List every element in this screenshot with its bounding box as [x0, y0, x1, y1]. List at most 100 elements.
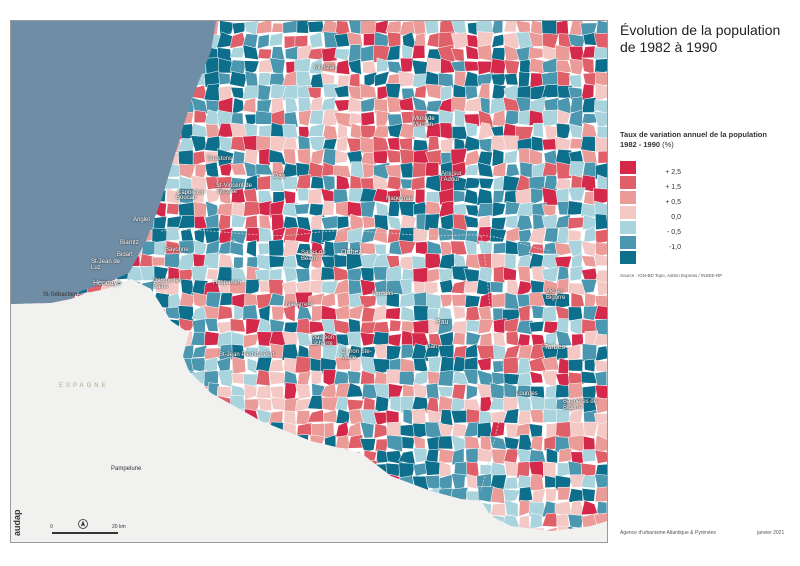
commune-cell [308, 123, 325, 137]
commune-cell [580, 255, 598, 268]
commune-cell [424, 460, 442, 476]
commune-cell [243, 333, 260, 349]
commune-cell [229, 318, 246, 333]
commune-cell [360, 111, 375, 127]
commune-cell [594, 345, 607, 362]
commune-cell [281, 84, 300, 101]
commune-cell [504, 201, 521, 216]
commune-cell [437, 422, 455, 440]
map-frame[interactable]: Mimizan Mont de Marsan Soustons St-Vince… [10, 20, 608, 543]
commune-cell [284, 97, 299, 115]
commune-cell [309, 31, 324, 49]
commune-cell [294, 35, 308, 48]
commune-cell [567, 513, 584, 529]
commune-cell [464, 435, 481, 450]
commune-cell [530, 188, 544, 206]
commune-cell [502, 31, 521, 50]
commune-cell [321, 292, 336, 309]
commune-cell [257, 34, 270, 50]
commune-cell [425, 174, 441, 193]
commune-cell [594, 200, 607, 216]
commune-cell [283, 35, 297, 49]
commune-cell [581, 488, 596, 502]
place-label-st-sebastien: St-Sébastien [43, 292, 78, 298]
commune-cell [556, 122, 572, 141]
commune-cell [401, 44, 414, 63]
commune-cell [504, 499, 519, 518]
commune-cell [374, 395, 390, 413]
commune-cell [283, 190, 296, 205]
commune-cell [594, 305, 607, 320]
commune-cell [568, 74, 582, 88]
commune-cell [477, 305, 493, 322]
commune-cell [229, 241, 244, 257]
place-label-tarbes: Tarbes [544, 344, 566, 351]
commune-cell [517, 266, 531, 283]
commune-cell [425, 382, 440, 400]
commune-cell [230, 163, 247, 176]
legend-title: Taux de variation annuel de la populatio… [620, 130, 795, 150]
commune-cell [556, 109, 571, 126]
commune-cell [593, 333, 607, 347]
commune-cell [450, 410, 469, 424]
commune-cell [489, 228, 507, 243]
commune-cell [477, 122, 494, 141]
commune-cell [438, 474, 453, 492]
commune-cell [427, 135, 440, 152]
commune-cell [567, 229, 582, 243]
commune-cell [333, 111, 352, 128]
commune-cell [515, 214, 533, 232]
commune-cell [567, 343, 581, 362]
commune-cell [424, 21, 440, 35]
commune-cell [593, 110, 607, 128]
commune-cell [412, 369, 430, 388]
commune-cell [164, 253, 181, 269]
commune-cell [594, 83, 607, 102]
commune-cell [477, 44, 493, 62]
choropleth-map[interactable] [11, 21, 607, 542]
commune-cell [465, 122, 478, 138]
place-label-navarrenx: Navarrenx [286, 302, 314, 308]
commune-cell [310, 214, 323, 232]
commune-cell [218, 72, 231, 85]
commune-cell [268, 32, 284, 47]
commune-cell [569, 500, 586, 518]
commune-cell [385, 292, 400, 308]
commune-cell [450, 397, 467, 414]
commune-cell [594, 384, 607, 400]
commune-cell [426, 32, 441, 48]
commune-cell [437, 435, 454, 450]
commune-cell [258, 58, 274, 73]
commune-cell [283, 148, 297, 165]
commune-cell [545, 488, 558, 503]
commune-cell [268, 292, 285, 306]
commune-cell [529, 148, 543, 165]
commune-cell [490, 281, 504, 293]
legend-label-1: + 2,5 [665, 169, 681, 176]
commune-cell [402, 408, 413, 426]
commune-cell [412, 21, 427, 37]
commune-cell [335, 396, 349, 411]
commune-cell [374, 438, 390, 452]
commune-cell [581, 57, 595, 75]
commune-cell [489, 58, 507, 74]
commune-cell [242, 44, 259, 61]
commune-cell [452, 305, 466, 320]
commune-cell [178, 215, 196, 229]
commune-cell [310, 370, 323, 386]
audap-logo: audap [12, 498, 24, 538]
commune-cell [336, 135, 349, 152]
commune-cell [439, 294, 454, 308]
commune-cell [242, 304, 259, 321]
commune-cell [454, 109, 466, 127]
commune-cell [231, 97, 245, 115]
legend-label-2: + 1,5 [665, 184, 681, 191]
commune-cell [283, 293, 297, 308]
commune-cell [192, 150, 206, 166]
commune-cell [216, 202, 234, 217]
commune-cell [437, 369, 455, 387]
commune-cell [528, 227, 547, 244]
commune-cell [491, 449, 507, 464]
commune-cell [192, 318, 206, 334]
place-label-salies-de-bearn: Salies de Béarn [301, 250, 326, 262]
